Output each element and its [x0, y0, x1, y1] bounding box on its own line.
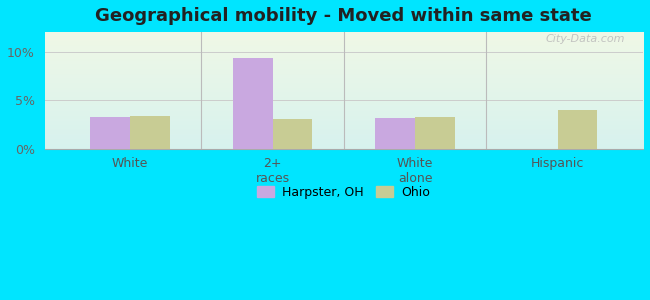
Legend: Harpster, OH, Ohio: Harpster, OH, Ohio: [252, 181, 436, 204]
Bar: [233, 58, 272, 149]
Bar: [558, 110, 597, 149]
Bar: [130, 116, 170, 149]
Title: Geographical mobility - Moved within same state: Geographical mobility - Moved within sam…: [96, 7, 592, 25]
Bar: [272, 119, 313, 149]
Bar: [375, 118, 415, 149]
Bar: [415, 117, 455, 149]
Text: City-Data.com: City-Data.com: [545, 34, 625, 44]
Bar: [90, 117, 130, 149]
